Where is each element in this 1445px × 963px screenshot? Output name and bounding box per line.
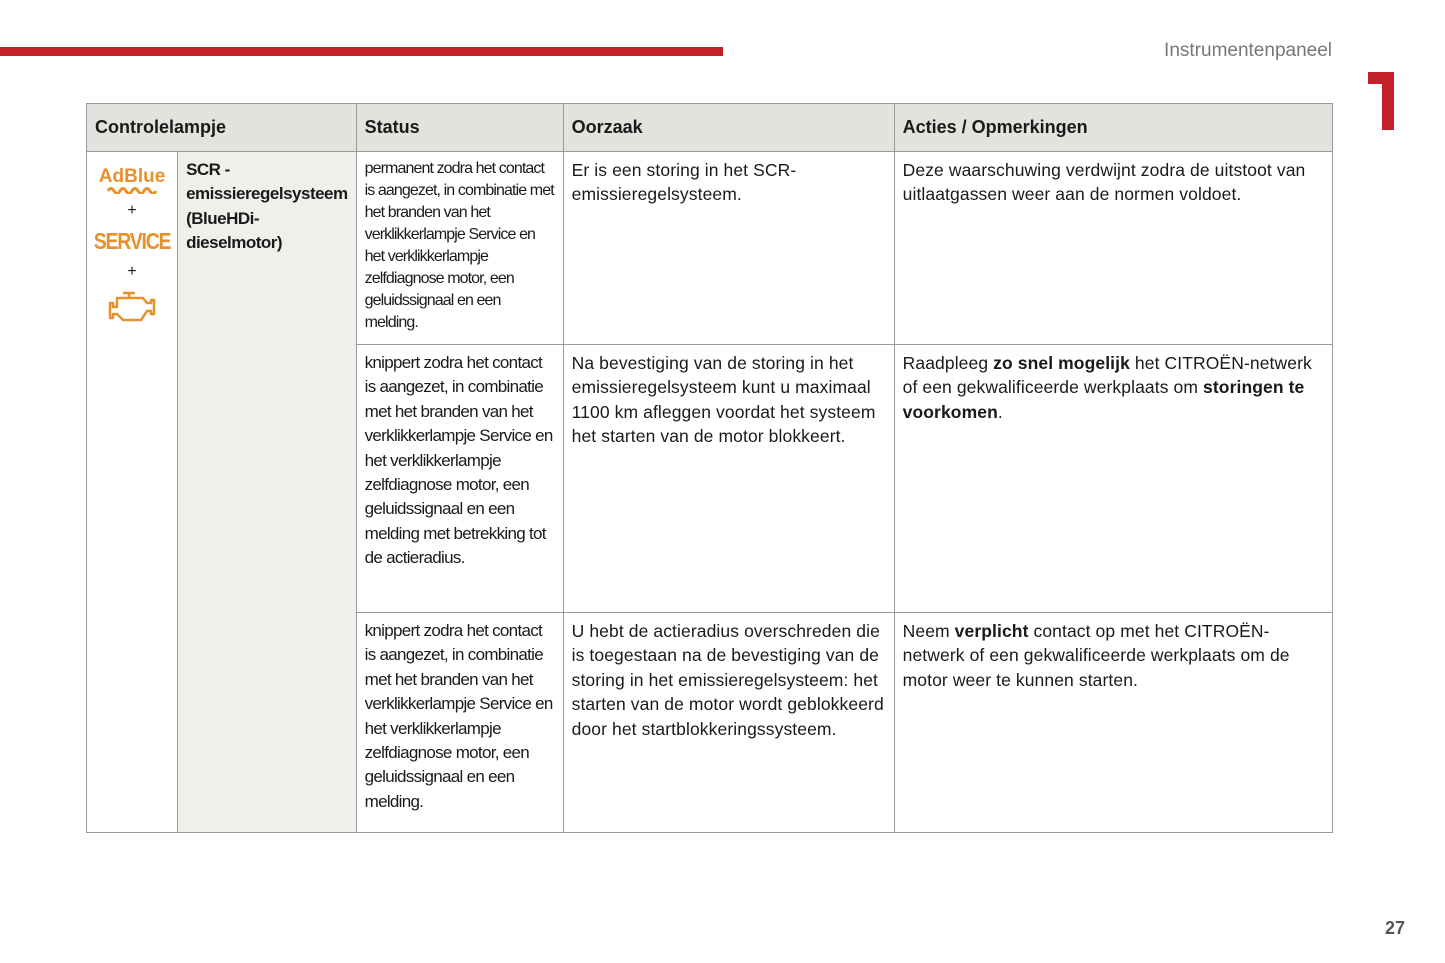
table-row: knippert zodra het contact is aangezet, …	[87, 612, 1334, 833]
table-row: AdBlue + SERVICE + SCR - emissieregelsys…	[85, 151, 1334, 833]
actions-text: contact op met het CITROËN-netwerk of ee…	[902, 621, 1290, 690]
actions-text: .	[997, 401, 1003, 422]
table-header-row: Controlelampje Status Oorzaak Acties / O…	[86, 103, 1334, 152]
page-number: 27	[1384, 918, 1405, 938]
actions-text: Raadpleeg	[902, 353, 994, 373]
actions-cell: Raadpleeg zo snel mogelijk het CITROËN-n…	[893, 344, 1334, 613]
status-cell: knippert zodra het contact is aangezet, …	[355, 612, 564, 833]
engine-icon	[108, 291, 156, 322]
header-status: Status	[355, 103, 564, 152]
section-title: Instrumentenpaneel	[1164, 40, 1332, 61]
lamp-name: SCR - emissieregelsysteem (BlueHDi-diese…	[177, 151, 357, 833]
header-oorzaak: Oorzaak	[562, 103, 895, 152]
plus-sign: +	[127, 263, 137, 280]
service-label: SERVICE	[93, 228, 172, 254]
adblue-label: AdBlue	[98, 166, 166, 187]
header-red-bar	[0, 47, 723, 56]
actions-cell: Neem verplicht contact op met het CITROË…	[893, 612, 1334, 833]
actions-bold: verplicht	[954, 621, 1029, 641]
warning-light-table: Controlelampje Status Oorzaak Acties / O…	[85, 103, 1334, 833]
actions-cell: Deze waarschuwing verdwijnt zodra de uit…	[893, 151, 1334, 345]
status-cell: knippert zodra het contact is aangezet, …	[355, 344, 564, 613]
adblue-icon: AdBlue	[87, 166, 177, 194]
actions-bold: zo snel mogelijk	[993, 353, 1130, 373]
service-icon: SERVICE	[87, 228, 177, 255]
chapter-number-1	[1368, 72, 1394, 130]
actions-text: Deze waarschuwing verdwijnt zodra de uit…	[902, 160, 1306, 205]
cause-cell: Na bevestiging van de storing in het emi…	[562, 344, 895, 613]
actions-bold: storingen te voorkomen	[902, 377, 1305, 422]
actions-text: het CITROËN-netwerk of een gekwalificeer…	[902, 353, 1312, 398]
lamp-icons: AdBlue + SERVICE +	[85, 151, 179, 833]
cause-cell: U hebt de actieradius overschreden die i…	[562, 612, 895, 833]
header-controlelampje: Controlelampje	[86, 103, 357, 152]
cause-cell: Er is een storing in het SCR-emissierege…	[562, 151, 895, 345]
header-acties: Acties / Opmerkingen	[893, 103, 1334, 152]
status-cell: permanent zodra het contact is aangezet,…	[355, 151, 564, 345]
plus-sign: +	[127, 202, 137, 219]
actions-text: Neem	[902, 621, 955, 641]
table-row: knippert zodra het contact is aangezet, …	[87, 344, 1334, 613]
